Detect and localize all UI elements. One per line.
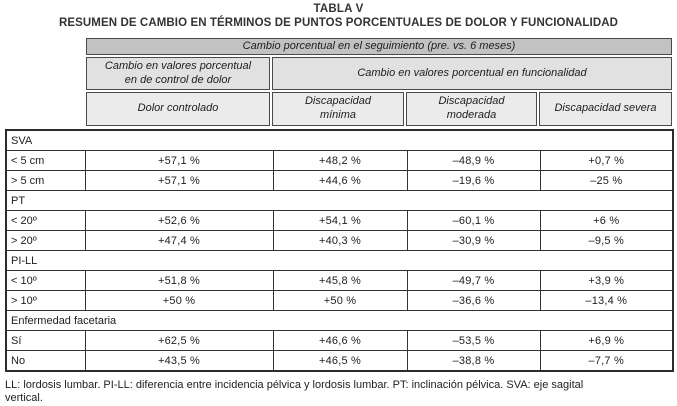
results-table: SVA < 5 cm +57,1 % +48,2 % –48,9 % +0,7 % > 5 …	[5, 129, 675, 372]
table-number-title: TABLA V	[313, 3, 364, 15]
value-cell: –25 %	[539, 170, 674, 191]
value-cell: –30,9 %	[406, 230, 541, 251]
section-row: PI-LL	[5, 250, 674, 271]
value-cell: –9,5 %	[539, 230, 674, 251]
table-row: Sí +62,5 % +46,6 % –53,5 % +6,9 %	[5, 330, 674, 351]
section-row: Enfermedad facetaria	[5, 310, 674, 331]
value-cell: +44,6 %	[272, 170, 408, 191]
table-row: > 20º +47,4 % +40,3 % –30,9 % –9,5 %	[5, 230, 674, 251]
value-cell: –48,9 %	[406, 150, 541, 171]
value-cell: +46,5 %	[272, 350, 408, 372]
value-cell: –60,1 %	[406, 210, 541, 231]
header-followup-change: Cambio porcentual en el seguimiento (pre…	[86, 38, 672, 55]
value-cell: –13,4 %	[539, 290, 674, 311]
table-row: < 10º +51,8 % +45,8 % –49,7 % +3,9 %	[5, 270, 674, 291]
value-cell: +54,1 %	[272, 210, 408, 231]
value-cell: –19,6 %	[406, 170, 541, 191]
value-cell: +40,3 %	[272, 230, 408, 251]
value-cell: +48,2 %	[272, 150, 408, 171]
value-cell: +6,9 %	[539, 330, 674, 351]
value-cell: +46,6 %	[272, 330, 408, 351]
value-cell: +62,5 %	[84, 330, 274, 351]
section-row: PT	[5, 190, 674, 211]
row-label: Sí	[5, 330, 86, 351]
row-label: < 5 cm	[5, 150, 86, 171]
section-label: SVA	[5, 129, 674, 151]
value-cell: –36,6 %	[406, 290, 541, 311]
value-cell: +43,5 %	[84, 350, 274, 372]
row-label: < 10º	[5, 270, 86, 291]
header-functionality-group: Cambio en valores porcentual en funciona…	[272, 57, 672, 90]
value-cell: –38,8 %	[406, 350, 541, 372]
value-cell: +50 %	[84, 290, 274, 311]
section-label: PI-LL	[5, 250, 674, 271]
value-cell: +51,8 %	[84, 270, 274, 291]
value-cell: +52,6 %	[84, 210, 274, 231]
value-cell: –53,5 %	[406, 330, 541, 351]
table-row: No +43,5 % +46,5 % –38,8 % –7,7 %	[5, 350, 674, 372]
row-label: > 5 cm	[5, 170, 86, 191]
header-col-discapacidad-minima: Discapacidad mínima	[272, 92, 404, 126]
row-label: > 20º	[5, 230, 86, 251]
row-label: > 10º	[5, 290, 86, 311]
section-label: Enfermedad facetaria	[5, 310, 674, 331]
value-cell: +45,8 %	[272, 270, 408, 291]
section-row: SVA	[5, 129, 674, 151]
header-col-discapacidad-moderada: Discapacidad moderada	[406, 92, 537, 126]
table-row: > 5 cm +57,1 % +44,6 % –19,6 % –25 %	[5, 170, 674, 191]
table-header: Cambio porcentual en el seguimiento (pre…	[86, 38, 672, 126]
value-cell: +50 %	[272, 290, 408, 311]
value-cell: –49,7 %	[406, 270, 541, 291]
value-cell: +0,7 %	[539, 150, 674, 171]
value-cell: –7,7 %	[539, 350, 674, 372]
value-cell: +3,9 %	[539, 270, 674, 291]
table-row: > 10º +50 % +50 % –36,6 % –13,4 %	[5, 290, 674, 311]
section-label: PT	[5, 190, 674, 211]
row-label: No	[5, 350, 86, 372]
table-row: < 5 cm +57,1 % +48,2 % –48,9 % +0,7 %	[5, 150, 674, 171]
header-col-dolor-controlado: Dolor controlado	[86, 92, 270, 126]
value-cell: +47,4 %	[84, 230, 274, 251]
value-cell: +57,1 %	[84, 150, 274, 171]
table-caption: RESUMEN DE CAMBIO EN TÉRMINOS DE PUNTOS …	[58, 17, 619, 29]
value-cell: +57,1 %	[84, 170, 274, 191]
header-pain-control-group: Cambio en valores porcentual en de contr…	[86, 57, 270, 90]
header-col-discapacidad-severa: Discapacidad severa	[539, 92, 672, 126]
abbreviations-footnote: LL: lordosis lumbar. PI-LL: diferencia e…	[5, 379, 584, 405]
value-cell: +6 %	[539, 210, 674, 231]
table-row: < 20º +52,6 % +54,1 % –60,1 % +6 %	[5, 210, 674, 231]
row-label: < 20º	[5, 210, 86, 231]
